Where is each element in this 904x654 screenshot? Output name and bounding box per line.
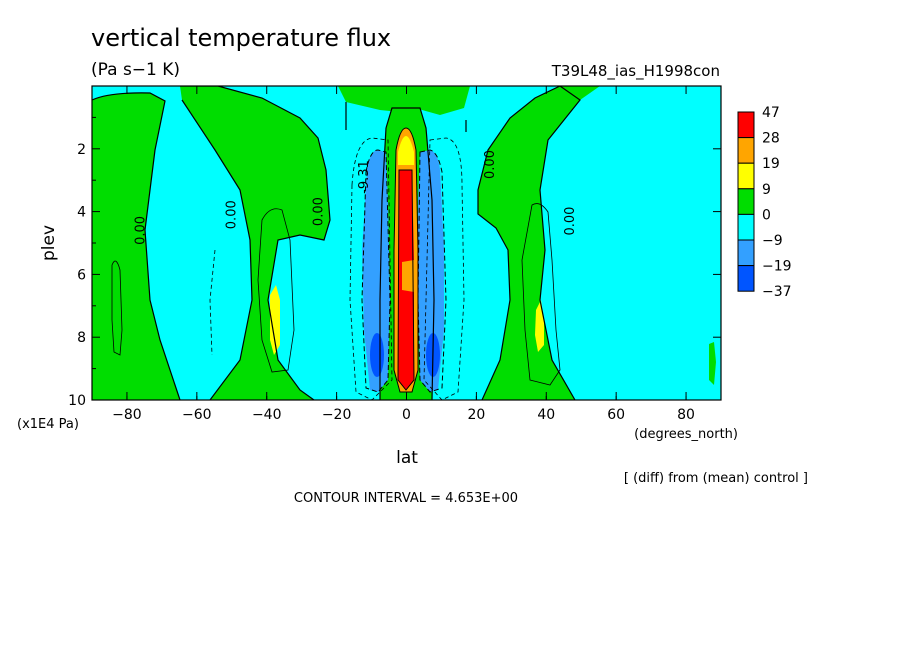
region-equatorial-red: [398, 170, 414, 390]
region-north-midlat-yellow: [535, 300, 544, 352]
contour-label: -9.31: [357, 160, 372, 194]
x-tick-label: −40: [252, 407, 282, 423]
colorbar-label: 19: [762, 156, 780, 172]
colorbar-swatch: [737, 213, 755, 241]
y-axis-ticks: 2 4 6 8 10: [68, 116, 721, 409]
x-tick-label: 40: [537, 407, 555, 423]
x-tick-label: −80: [112, 407, 142, 423]
colorbar-label: 9: [762, 182, 771, 198]
x-axis-units: (degrees_north): [634, 427, 738, 442]
region-equatorial-yellow-top: [398, 136, 414, 165]
colorbar-label: 47: [762, 105, 780, 121]
y-tick-label: 8: [77, 330, 86, 346]
x-tick-label: −20: [322, 407, 352, 423]
colorbar-label: 28: [762, 131, 780, 147]
colorbar-label: −9: [762, 233, 783, 249]
x-tick-label: 20: [467, 407, 485, 423]
region-south-midlat-yellow: [270, 285, 280, 355]
x-axis-ticks: −80 −60 −40 −20 0 20 40 60 80: [112, 86, 695, 423]
contour-label: 0.00: [483, 150, 498, 179]
colorbar-legend: 47 28 19 9 0 −9 −19 −37: [737, 105, 792, 300]
contour-label: 0.00: [133, 216, 148, 245]
colorbar-label: −19: [762, 259, 792, 275]
colorbar-swatch: [737, 137, 755, 164]
y-tick-label: 4: [77, 205, 86, 221]
region-south-tropical-strong-negative: [370, 333, 384, 377]
region-south-midlat-positive: [180, 86, 330, 400]
chart-units: (Pa s−1 K): [91, 60, 180, 80]
colorbar-swatch: [737, 265, 755, 292]
chart-title: vertical temperature flux: [91, 24, 391, 52]
x-tick-label: 0: [402, 407, 411, 423]
contour-labels: 0.00 0.00 0.00 -9.31 0.00 0.00: [133, 150, 578, 245]
x-tick-label: −60: [182, 407, 212, 423]
y-tick-label: 6: [77, 267, 86, 283]
contour-label: 0.00: [312, 197, 327, 226]
region-south-polar-positive: [92, 92, 180, 400]
run-label: T39L48_ias_H1998con: [551, 62, 720, 81]
region-north-midlat-positive: [478, 86, 600, 400]
contour-lines: [92, 86, 581, 400]
contour-interval: CONTOUR INTERVAL = 4.653E+00: [294, 491, 518, 506]
colorbar-swatch: [737, 162, 755, 190]
region-north-polar-positive: [709, 342, 716, 385]
x-tick-label: 60: [607, 407, 625, 423]
colorbar-label: 0: [762, 207, 771, 223]
y-axis-label: plev: [39, 225, 59, 261]
y-tick-label: 2: [77, 142, 86, 158]
x-axis-label: lat: [396, 448, 418, 468]
y-tick-label: 10: [68, 393, 86, 409]
colorbar-swatch: [737, 239, 755, 267]
region-south-tropical-negative: [362, 150, 390, 392]
colorbar-swatch: [737, 111, 755, 139]
x-tick-label: 80: [677, 407, 695, 423]
region-top-center-positive: [338, 86, 470, 115]
plot-area: [92, 86, 721, 400]
diff-note: [ (diff) from (mean) control ]: [624, 471, 808, 486]
contour-label: 0.00: [224, 200, 239, 229]
y-axis-units: (x1E4 Pa): [17, 417, 79, 432]
region-north-tropical-negative: [418, 150, 444, 392]
colorbar-swatch: [737, 188, 755, 215]
colorbar-label: −37: [762, 284, 792, 300]
contour-label: 0.00: [563, 207, 578, 236]
